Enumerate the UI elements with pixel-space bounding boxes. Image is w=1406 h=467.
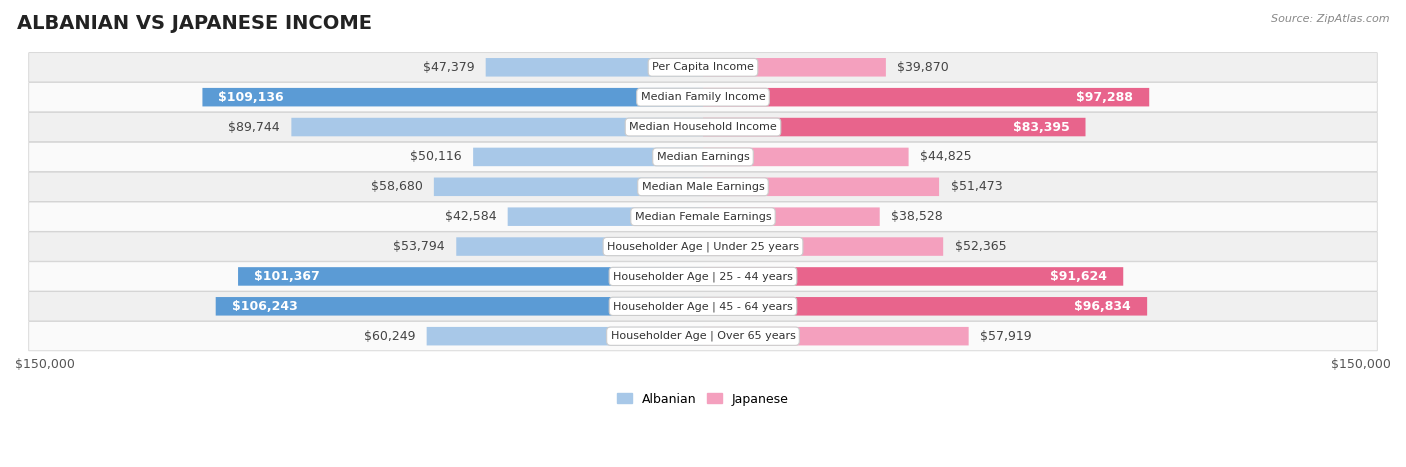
Text: Median Family Income: Median Family Income <box>641 92 765 102</box>
Text: $150,000: $150,000 <box>1331 358 1391 371</box>
Text: $42,584: $42,584 <box>444 210 496 223</box>
Text: $83,395: $83,395 <box>1012 120 1070 134</box>
FancyBboxPatch shape <box>28 53 1378 82</box>
Text: $53,794: $53,794 <box>394 240 444 253</box>
Text: $58,680: $58,680 <box>371 180 422 193</box>
FancyBboxPatch shape <box>485 58 703 77</box>
Text: Source: ZipAtlas.com: Source: ZipAtlas.com <box>1271 14 1389 24</box>
Text: Householder Age | 45 - 64 years: Householder Age | 45 - 64 years <box>613 301 793 311</box>
FancyBboxPatch shape <box>28 142 1378 171</box>
FancyBboxPatch shape <box>703 118 1085 136</box>
Text: Median Earnings: Median Earnings <box>657 152 749 162</box>
Text: $50,116: $50,116 <box>411 150 461 163</box>
Text: $91,624: $91,624 <box>1050 270 1107 283</box>
Text: Median Male Earnings: Median Male Earnings <box>641 182 765 192</box>
Text: $101,367: $101,367 <box>254 270 321 283</box>
Text: $38,528: $38,528 <box>891 210 943 223</box>
FancyBboxPatch shape <box>703 237 943 256</box>
FancyBboxPatch shape <box>28 322 1378 351</box>
FancyBboxPatch shape <box>703 177 939 196</box>
Text: $150,000: $150,000 <box>15 358 75 371</box>
Text: $89,744: $89,744 <box>228 120 280 134</box>
FancyBboxPatch shape <box>28 83 1378 112</box>
FancyBboxPatch shape <box>703 148 908 166</box>
FancyBboxPatch shape <box>238 267 703 286</box>
FancyBboxPatch shape <box>28 172 1378 201</box>
FancyBboxPatch shape <box>703 267 1123 286</box>
Text: $57,919: $57,919 <box>980 330 1032 343</box>
Text: Median Household Income: Median Household Income <box>628 122 778 132</box>
FancyBboxPatch shape <box>28 262 1378 291</box>
Text: $51,473: $51,473 <box>950 180 1002 193</box>
FancyBboxPatch shape <box>215 297 703 316</box>
Text: Householder Age | Under 25 years: Householder Age | Under 25 years <box>607 241 799 252</box>
FancyBboxPatch shape <box>474 148 703 166</box>
Text: $44,825: $44,825 <box>920 150 972 163</box>
FancyBboxPatch shape <box>426 327 703 346</box>
FancyBboxPatch shape <box>291 118 703 136</box>
Text: Median Female Earnings: Median Female Earnings <box>634 212 772 222</box>
FancyBboxPatch shape <box>28 113 1378 142</box>
Legend: Albanian, Japanese: Albanian, Japanese <box>612 388 794 410</box>
Text: ALBANIAN VS JAPANESE INCOME: ALBANIAN VS JAPANESE INCOME <box>17 14 371 33</box>
Text: $39,870: $39,870 <box>897 61 949 74</box>
FancyBboxPatch shape <box>703 297 1147 316</box>
Text: $52,365: $52,365 <box>955 240 1007 253</box>
Text: Per Capita Income: Per Capita Income <box>652 62 754 72</box>
Text: $109,136: $109,136 <box>218 91 284 104</box>
FancyBboxPatch shape <box>703 207 880 226</box>
FancyBboxPatch shape <box>508 207 703 226</box>
FancyBboxPatch shape <box>703 58 886 77</box>
FancyBboxPatch shape <box>28 202 1378 231</box>
Text: $60,249: $60,249 <box>364 330 415 343</box>
Text: $97,288: $97,288 <box>1077 91 1133 104</box>
Text: Householder Age | 25 - 44 years: Householder Age | 25 - 44 years <box>613 271 793 282</box>
FancyBboxPatch shape <box>28 232 1378 261</box>
FancyBboxPatch shape <box>202 88 703 106</box>
FancyBboxPatch shape <box>434 177 703 196</box>
FancyBboxPatch shape <box>703 327 969 346</box>
Text: $106,243: $106,243 <box>232 300 298 313</box>
Text: $96,834: $96,834 <box>1074 300 1130 313</box>
FancyBboxPatch shape <box>703 88 1149 106</box>
FancyBboxPatch shape <box>457 237 703 256</box>
Text: $47,379: $47,379 <box>423 61 474 74</box>
FancyBboxPatch shape <box>28 292 1378 321</box>
Text: Householder Age | Over 65 years: Householder Age | Over 65 years <box>610 331 796 341</box>
